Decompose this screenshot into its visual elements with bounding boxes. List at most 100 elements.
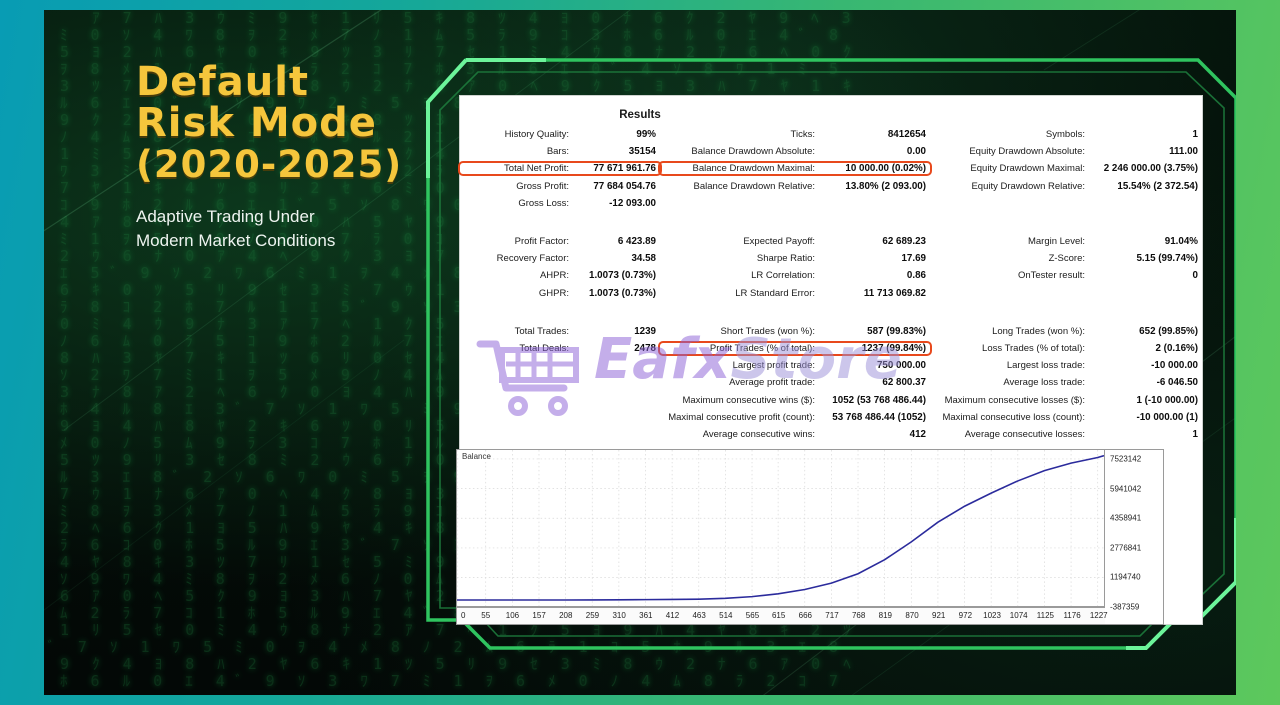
subtitle-line-1: Adaptive Trading Under	[136, 207, 315, 226]
stat-cell: Largest profit trade: 750 000.00	[660, 360, 930, 371]
stat-cell: Short Trades (won %): 587 (99.83%)	[660, 326, 930, 337]
stats-row: Average consecutive wins: 412 Average cons…	[460, 426, 1202, 443]
stat-label: GHPR:	[538, 287, 569, 299]
stat-cell: AHPR: 1.0073 (0.73%)	[460, 270, 660, 281]
stat-label: Balance Drawdown Maximal:	[692, 163, 816, 175]
stat-cell: Maximum consecutive losses ($): 1 (-10 00…	[930, 395, 1202, 406]
stat-cell: Balance Drawdown Relative: 13.80% (2 093.…	[660, 181, 930, 192]
stat-cell: Gross Profit: 77 684 054.76	[460, 181, 660, 192]
stat-value: 1237 (99.84%)	[861, 342, 926, 354]
stat-cell: Average consecutive losses: 1	[930, 429, 1202, 440]
stat-value: 62 689.23	[882, 236, 926, 248]
chart-y-tick: -387359	[1110, 602, 1140, 612]
stat-value: 5.15 (99.74%)	[1136, 253, 1198, 265]
stat-cell: Average profit trade: 62 800.37	[660, 377, 930, 388]
stat-value: 412	[909, 428, 926, 440]
stat-label: AHPR:	[539, 270, 569, 282]
stat-value: 1.0073 (0.73%)	[589, 287, 656, 299]
stat-label: Equity Drawdown Maximal:	[970, 163, 1085, 175]
stat-cell: Profit Factor: 6 423.89	[460, 236, 660, 247]
stat-value: 0.86	[906, 270, 926, 282]
stats-row: Total Net Profit: 77 671 961.76 Balance Dr…	[458, 160, 1202, 177]
stat-label: OnTester result:	[1017, 270, 1085, 282]
chart-y-axis: 7523142 5941042 4358941 2776841 1194740 -3873…	[1105, 450, 1163, 611]
stats-row: Largest profit trade: 750 000.00 Largest l…	[460, 357, 1202, 374]
stat-label: Average consecutive losses:	[964, 428, 1085, 440]
stat-cell: Equity Drawdown Relative: 15.54% (2 372.5…	[930, 181, 1202, 192]
stat-label: Ticks:	[790, 129, 815, 141]
stat-cell: Maximum consecutive wins ($): 1052 (53 76…	[660, 395, 930, 406]
stat-cell: Expected Payoff: 62 689.23	[660, 236, 930, 247]
subtitle-line-2: Modern Market Conditions	[136, 231, 336, 250]
stats-group-2: Profit Factor: 6 423.89 Expected Payoff: 62…	[460, 233, 1202, 302]
stat-label: Average consecutive wins:	[702, 428, 815, 440]
stats-group-3: Total Trades: 1239 Short Trades (won %): 58…	[460, 323, 1202, 443]
chart-y-tick: 4358941	[1110, 513, 1142, 523]
stat-label: Symbols:	[1045, 129, 1085, 141]
stat-value: 0	[1192, 270, 1198, 282]
chart-y-tick: 7523142	[1110, 454, 1142, 464]
chart-x-tick: 1125	[1036, 611, 1054, 620]
stat-label: Profit Trades (% of total):	[709, 342, 815, 354]
stat-cell: LR Standard Error: 11 713 069.82	[660, 288, 930, 299]
stat-cell: Total Trades: 1239	[460, 326, 660, 337]
headline-block: Default Risk Mode (2020-2025) Adaptive T…	[136, 62, 436, 253]
stat-value: 2 (0.16%)	[1155, 342, 1198, 354]
stat-label: Maximum consecutive losses ($):	[944, 394, 1085, 406]
stat-value: -10 000.00 (1)	[1136, 411, 1198, 423]
stats-row: Total Deals: 2478 Profit Trades (% of tota…	[460, 340, 1202, 357]
stats-row: AHPR: 1.0073 (0.73%) LR Correlation: 0.86 On…	[460, 267, 1202, 284]
stat-label: Maximal consecutive loss (count):	[942, 411, 1085, 423]
stat-label: Largest loss trade:	[1006, 360, 1085, 372]
chart-x-tick: 768	[851, 611, 866, 620]
stat-value: 10 000.00 (0.02%)	[845, 163, 926, 175]
stat-label: Short Trades (won %):	[720, 325, 815, 337]
stats-row: Maximum consecutive wins ($): 1052 (53 76…	[460, 391, 1202, 408]
headline-line-2: Risk Mode	[136, 100, 377, 146]
subtitle-block: Adaptive Trading Under Modern Market Con…	[136, 205, 436, 253]
chart-y-tick: 5941042	[1110, 484, 1142, 494]
stat-cell: Balance Drawdown Absolute: 0.00	[660, 146, 930, 157]
stat-cell: Bars: 35154	[460, 146, 660, 157]
stat-label: History Quality:	[504, 129, 569, 141]
stat-label: LR Correlation:	[751, 270, 815, 282]
stat-cell: Recovery Factor: 34.58	[460, 253, 660, 264]
chart-x-tick: 55	[481, 611, 491, 620]
stat-label: Equity Drawdown Relative:	[971, 180, 1085, 192]
stats-row: Gross Loss: -12 093.00	[460, 195, 1202, 212]
stats-row: Average profit trade: 62 800.37 Average lo…	[460, 374, 1202, 391]
stat-cell: Ticks: 8412654	[660, 129, 930, 140]
stat-cell: Gross Loss: -12 093.00	[460, 198, 660, 209]
stat-label: Profit Factor:	[514, 236, 569, 248]
chart-x-tick: 921	[931, 611, 946, 620]
stat-value: 77 684 054.76	[593, 180, 656, 192]
chart-x-tick: 1176	[1063, 611, 1081, 620]
stat-label: Long Trades (won %):	[992, 325, 1085, 337]
stat-value: 2478	[634, 342, 656, 354]
stat-cell: Balance Drawdown Maximal: 10 000.00 (0.02…	[658, 161, 932, 177]
stat-label: LR Standard Error:	[735, 287, 815, 299]
stat-value: 1	[1192, 428, 1198, 440]
chart-x-tick: 1074	[1009, 611, 1028, 620]
chart-x-axis: 0 55 106 157 208 259 310 361 412 463 514 565 615 666 7…	[457, 607, 1108, 624]
stat-value: 750 000.00	[876, 360, 926, 372]
stats-row: Gross Profit: 77 684 054.76 Balance Drawdo…	[460, 178, 1202, 195]
stat-value: 17.69	[901, 253, 926, 265]
stat-value: 11 713 069.82	[863, 287, 926, 299]
chart-x-tick: 972	[958, 611, 973, 620]
chart-y-tick: 2776841	[1110, 543, 1142, 553]
stat-value: 1	[1192, 129, 1198, 141]
stats-group-1: History Quality: 99% Ticks: 8412654 Symbols:…	[458, 126, 1202, 212]
stat-value: 99%	[636, 129, 656, 141]
chart-x-tick: 106	[505, 611, 520, 620]
stats-row: Bars: 35154 Balance Drawdown Absolute: 0.00…	[460, 143, 1202, 160]
stat-value: 62 800.37	[882, 377, 926, 389]
stats-row: Recovery Factor: 34.58 Sharpe Ratio: 17.69 Z…	[460, 250, 1202, 267]
stats-row: GHPR: 1.0073 (0.73%) LR Standard Error: 11 …	[460, 285, 1202, 302]
chart-x-tick: 615	[771, 611, 786, 620]
stat-value: 6 423.89	[617, 236, 656, 248]
stat-cell: Total Deals: 2478	[460, 343, 660, 354]
stat-label: Gross Loss:	[518, 197, 569, 209]
chart-x-tick: 1227	[1089, 611, 1108, 620]
